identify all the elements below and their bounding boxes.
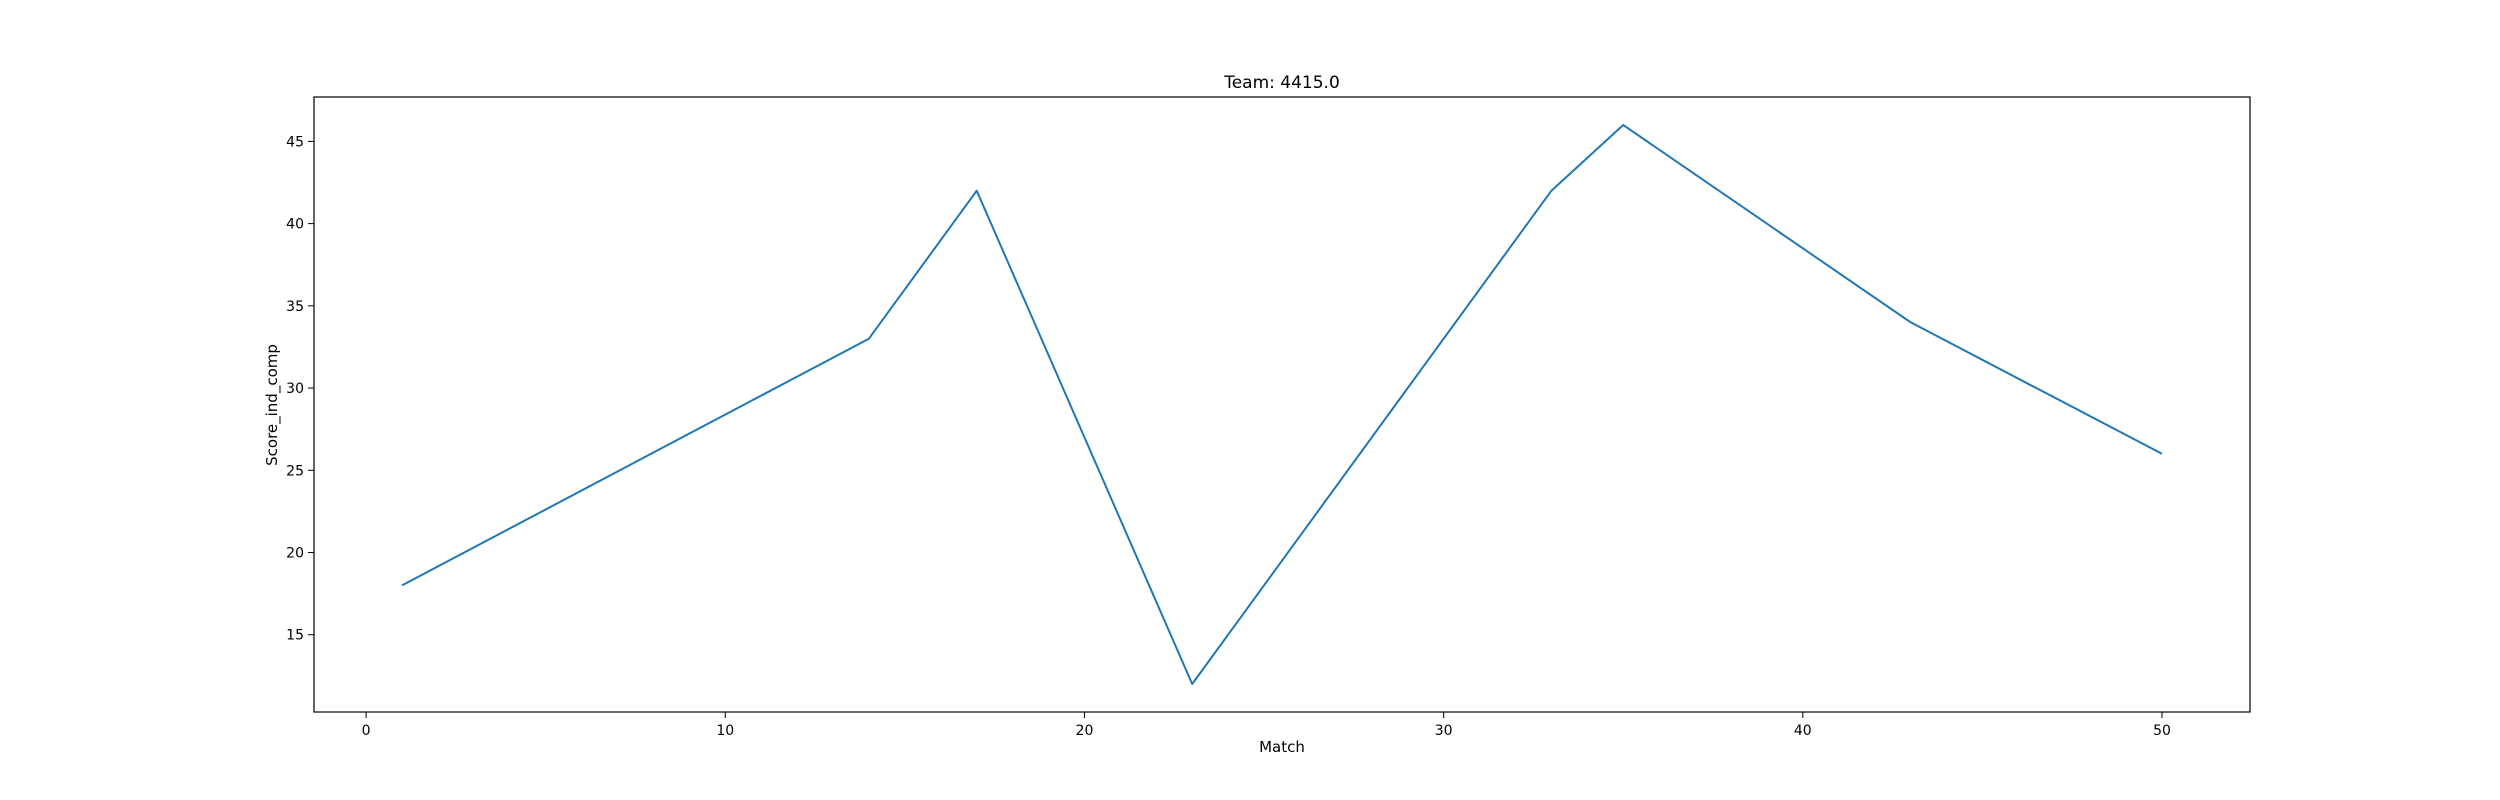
y-tick-label: 45 (286, 134, 304, 150)
data-point (1621, 123, 1625, 127)
series-layer (400, 123, 2164, 686)
y-tick-label: 15 (286, 628, 304, 644)
series-line-0 (401, 124, 2163, 685)
y-tick-label: 40 (286, 217, 304, 233)
x-tick-label: 10 (716, 723, 734, 739)
data-point (867, 337, 871, 341)
data-point (2160, 452, 2164, 456)
data-point (1549, 189, 1553, 193)
x-tick-label: 20 (1076, 723, 1094, 739)
y-tick-label: 35 (286, 299, 304, 315)
y-tick-label: 30 (286, 381, 304, 397)
y-tick-label: 20 (286, 545, 304, 561)
data-point (1909, 320, 1913, 324)
data-point (1190, 682, 1194, 686)
x-tick-label: 30 (1435, 723, 1453, 739)
plot-area-frame (313, 96, 2251, 713)
x-axis: 0 10 20 30 40 50 (362, 712, 2171, 739)
x-tick-label: 0 (362, 723, 371, 739)
y-axis-label: Score_ind_comp (263, 344, 282, 466)
x-tick-label: 40 (1794, 723, 1812, 739)
data-point (975, 189, 979, 193)
x-axis-label: Match (1259, 738, 1305, 756)
x-tick-label: 50 (2153, 723, 2171, 739)
data-point (400, 583, 404, 587)
chart-title: Team: 4415.0 (1223, 73, 1340, 93)
y-tick-label: 25 (286, 463, 304, 479)
y-axis: 15 20 25 30 35 40 45 (286, 134, 314, 644)
